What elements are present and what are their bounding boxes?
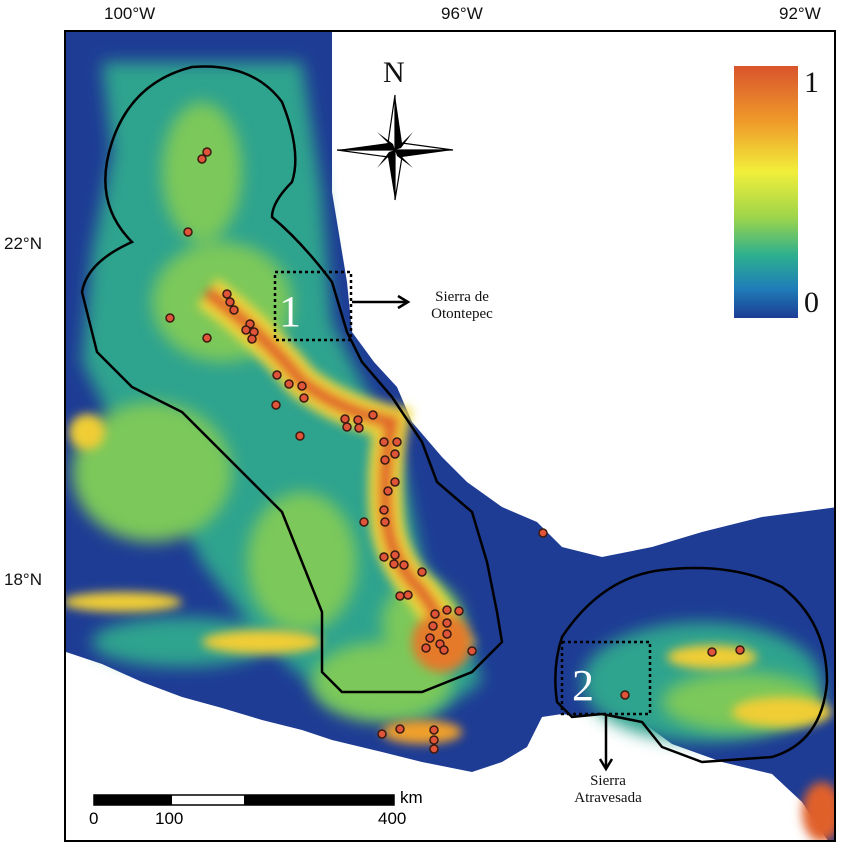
occurrence-points [165,147,745,754]
arrow-region-2 [598,714,614,772]
scale-label-0: 0 [89,809,99,828]
compass-north-label: N [383,56,405,89]
region-name-2-line1: Sierra [590,773,626,789]
scale-label-400: 400 [378,809,407,828]
scale-bar [93,794,395,806]
lon-tick-100w: 100°W [104,4,156,23]
region-name-1: Sierra de Otontepec [408,289,516,323]
region-name-2-line2: Atravesada [574,790,642,806]
scale-label-100: 100 [155,809,184,828]
colorbar-min-label: 0 [804,286,819,319]
lat-tick-18n: 18°N [4,570,42,589]
region-name-1-line2: Otontepec [431,306,493,322]
lon-tick-96w: 96°W [441,4,483,23]
colorbar-max-label: 1 [804,66,819,99]
arrow-region-1 [352,294,411,310]
region-name-2: Sierra Atravesada [566,773,650,807]
lon-tick-92w: 92°W [779,4,821,23]
lat-tick-22n: 22°N [4,234,42,253]
study-area-boundary-north [80,65,504,694]
region-name-1-line1: Sierra de [435,289,489,305]
high-suitability-ridges [66,278,834,840]
map-canvas [66,32,834,840]
region-number-2: 2 [572,661,594,710]
region-number-1: 1 [279,287,301,336]
compass-rose-icon [336,94,454,201]
region-box-1 [273,270,353,342]
scale-unit-label: km [400,788,423,807]
colorbar [734,66,798,318]
map-frame: N 1 0 1 Sierra de Otontepec 2 Sierra Atr… [64,30,836,842]
